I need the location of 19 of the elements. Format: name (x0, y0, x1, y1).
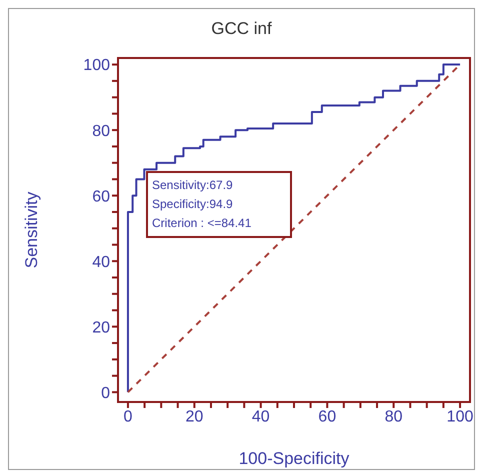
y-axis-title: Sensitivity (22, 191, 42, 268)
y-tick-label: 60 (92, 188, 110, 206)
x-tick-label: 40 (252, 408, 270, 426)
annotation: Specificity:94.9 (152, 196, 234, 213)
y-tick-label: 0 (101, 384, 110, 402)
x-tick-label: 80 (384, 408, 403, 426)
y-tick-label: 20 (92, 319, 110, 336)
x-tick-label: 20 (185, 408, 204, 426)
annotation: Sensitivity:67.9 (152, 177, 234, 194)
annotation: Criterion : <=84.41 (152, 215, 252, 232)
x-tick-label: 60 (318, 408, 336, 426)
note-box: Sensitivity:67.9 Specificity:94.9 Criterion : <=84.41 (146, 171, 292, 238)
chart-title: GCC inf (210, 19, 273, 39)
y-tick-label: 100 (83, 57, 110, 74)
x-tick-label: 100 (446, 408, 474, 426)
y-tick-label: 80 (92, 122, 110, 140)
x-tick-label: 0 (124, 408, 133, 426)
y-tick-label: 40 (92, 254, 110, 271)
x-axis-title: 100-Specificity (238, 449, 350, 468)
